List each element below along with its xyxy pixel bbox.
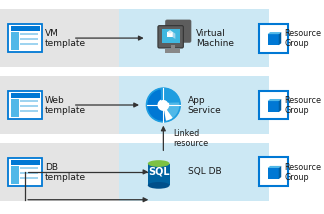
Text: Group: Group [285, 39, 309, 48]
Text: Resource: Resource [285, 29, 322, 38]
FancyBboxPatch shape [259, 91, 288, 119]
FancyBboxPatch shape [259, 158, 288, 186]
FancyBboxPatch shape [8, 158, 42, 186]
Polygon shape [163, 88, 180, 119]
FancyBboxPatch shape [20, 172, 38, 174]
Polygon shape [146, 88, 166, 122]
FancyBboxPatch shape [168, 32, 173, 37]
FancyBboxPatch shape [20, 105, 38, 107]
FancyBboxPatch shape [120, 9, 269, 67]
Text: template: template [45, 173, 86, 182]
FancyBboxPatch shape [166, 20, 191, 42]
Text: App: App [188, 96, 205, 105]
Text: SQL: SQL [148, 166, 169, 176]
FancyBboxPatch shape [148, 163, 169, 185]
FancyBboxPatch shape [0, 76, 120, 134]
FancyBboxPatch shape [11, 93, 40, 98]
Polygon shape [279, 166, 281, 179]
Text: Service: Service [188, 106, 221, 115]
Text: template: template [45, 39, 86, 48]
Circle shape [146, 88, 180, 122]
Polygon shape [173, 32, 175, 39]
Ellipse shape [148, 182, 169, 189]
FancyBboxPatch shape [268, 168, 279, 179]
FancyBboxPatch shape [162, 29, 180, 43]
Polygon shape [279, 99, 281, 112]
Polygon shape [268, 99, 281, 101]
FancyBboxPatch shape [0, 143, 120, 201]
FancyBboxPatch shape [259, 24, 288, 53]
FancyBboxPatch shape [11, 26, 40, 31]
Polygon shape [161, 88, 180, 103]
FancyBboxPatch shape [165, 49, 180, 53]
FancyBboxPatch shape [120, 143, 269, 201]
Text: DB: DB [45, 163, 58, 172]
FancyBboxPatch shape [20, 177, 38, 179]
FancyBboxPatch shape [268, 34, 279, 45]
Text: VM: VM [45, 29, 59, 38]
FancyBboxPatch shape [11, 166, 19, 184]
FancyBboxPatch shape [20, 33, 38, 35]
Polygon shape [279, 32, 281, 45]
Text: Group: Group [285, 106, 309, 115]
FancyBboxPatch shape [171, 45, 175, 49]
FancyBboxPatch shape [158, 26, 183, 48]
Text: Linked: Linked [174, 129, 200, 138]
Polygon shape [168, 30, 173, 34]
Text: Virtual: Virtual [196, 29, 226, 38]
FancyBboxPatch shape [11, 32, 19, 50]
Polygon shape [268, 166, 281, 168]
FancyBboxPatch shape [268, 101, 279, 112]
FancyBboxPatch shape [0, 9, 120, 67]
FancyBboxPatch shape [20, 43, 38, 45]
Text: Resource: Resource [285, 96, 322, 105]
FancyBboxPatch shape [20, 166, 38, 169]
Text: Web: Web [45, 96, 64, 105]
Text: Resource: Resource [285, 163, 322, 172]
Text: resource: resource [174, 139, 209, 148]
Ellipse shape [148, 160, 169, 167]
FancyBboxPatch shape [11, 160, 40, 165]
FancyBboxPatch shape [8, 91, 42, 119]
FancyBboxPatch shape [20, 38, 38, 40]
Text: SQL DB: SQL DB [188, 167, 221, 176]
FancyBboxPatch shape [120, 76, 269, 134]
Text: Machine: Machine [196, 39, 234, 48]
FancyBboxPatch shape [20, 100, 38, 102]
FancyBboxPatch shape [11, 99, 19, 117]
FancyBboxPatch shape [20, 110, 38, 112]
Polygon shape [268, 32, 281, 34]
FancyBboxPatch shape [8, 24, 42, 52]
Text: Group: Group [285, 172, 309, 181]
Text: template: template [45, 106, 86, 115]
